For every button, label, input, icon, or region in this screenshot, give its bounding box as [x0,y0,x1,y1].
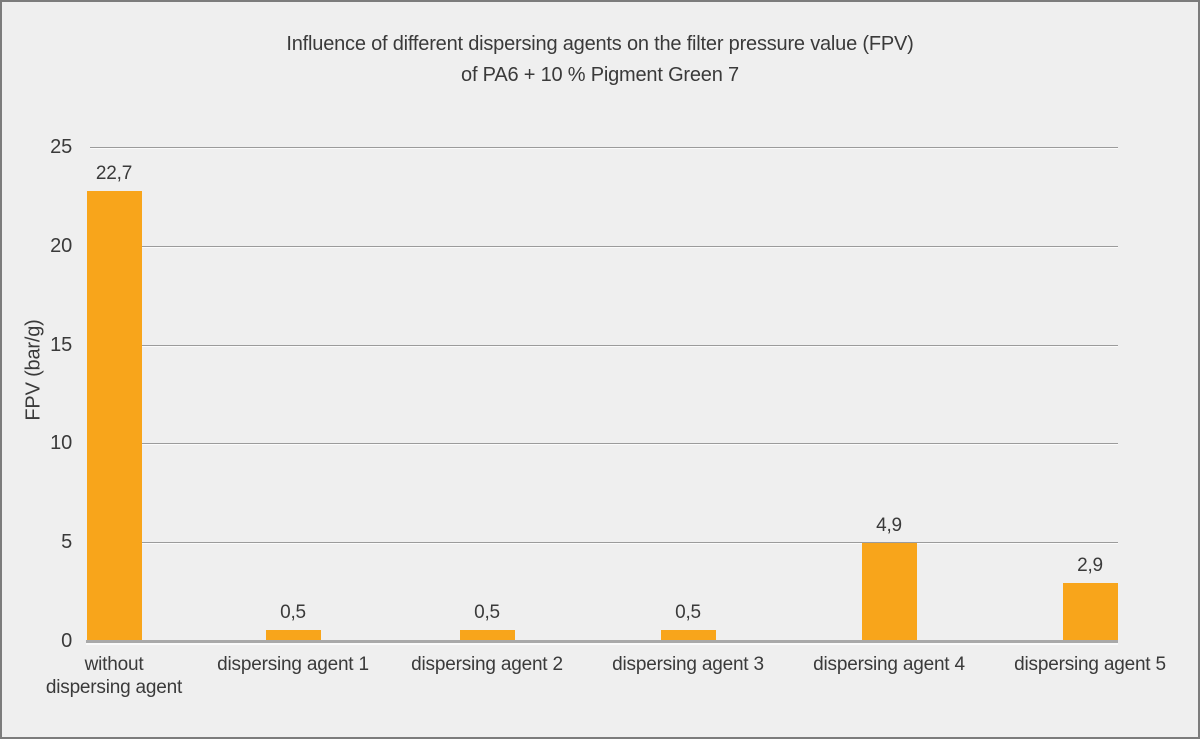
y-tick-label: 10 [50,432,72,455]
x-category-label-line: dispersing agent 2 [411,654,563,675]
bar-value-label: 4,9 [876,515,902,537]
x-category-label: dispersing agent 4 [794,653,984,676]
y-tick-label: 20 [50,234,72,257]
x-category-label-line: without [84,654,144,675]
bar-4 [660,630,716,640]
x-category-label: dispersing agent 1 [198,653,388,676]
gridline [90,344,1118,347]
x-category-label: dispersing agent 5 [995,653,1185,676]
chart-title-line1: Influence of different dispersing agents… [286,33,914,55]
x-category-label: dispersing agent 3 [593,653,783,676]
x-category-label-line: dispersing agent 5 [1014,654,1166,675]
y-tick-label: 15 [50,333,72,356]
x-category-label-line: dispersing agent [45,677,183,698]
y-tick-label: 25 [50,136,72,158]
y-tick-label: 0 [61,630,72,652]
chart-title: Influence of different dispersing agents… [2,29,1198,91]
x-category-label-line: dispersing agent 4 [813,654,965,675]
gridline [90,147,1118,149]
bar-value-label: 0,5 [675,602,701,624]
bar-value-label: 22,7 [95,163,133,185]
bar-5 [861,543,917,640]
bar-2 [265,630,321,640]
bar-value-label: 0,5 [280,602,306,624]
bar-value-label: 0,5 [474,602,500,624]
bar-3 [459,630,515,640]
x-category-label: without dispersing agent [19,653,209,699]
gridline [90,443,1118,446]
bar-6 [1062,582,1118,640]
y-tick-label: 5 [61,531,72,554]
bar-1 [86,191,142,640]
x-axis-line [86,640,1118,643]
x-category-label-line: dispersing agent 3 [612,654,764,675]
chart-title-line2: of PA6 + 10 % Pigment Green 7 [461,64,739,86]
gridline [90,542,1118,545]
bar-value-label: 2,9 [1077,554,1103,576]
x-category-label: dispersing agent 2 [392,653,582,676]
plot-area: 22,7 0,5 0,5 0,5 4,9 2,9 [86,147,1118,643]
gridline [90,245,1118,248]
x-category-label-line: dispersing agent 1 [217,654,369,675]
